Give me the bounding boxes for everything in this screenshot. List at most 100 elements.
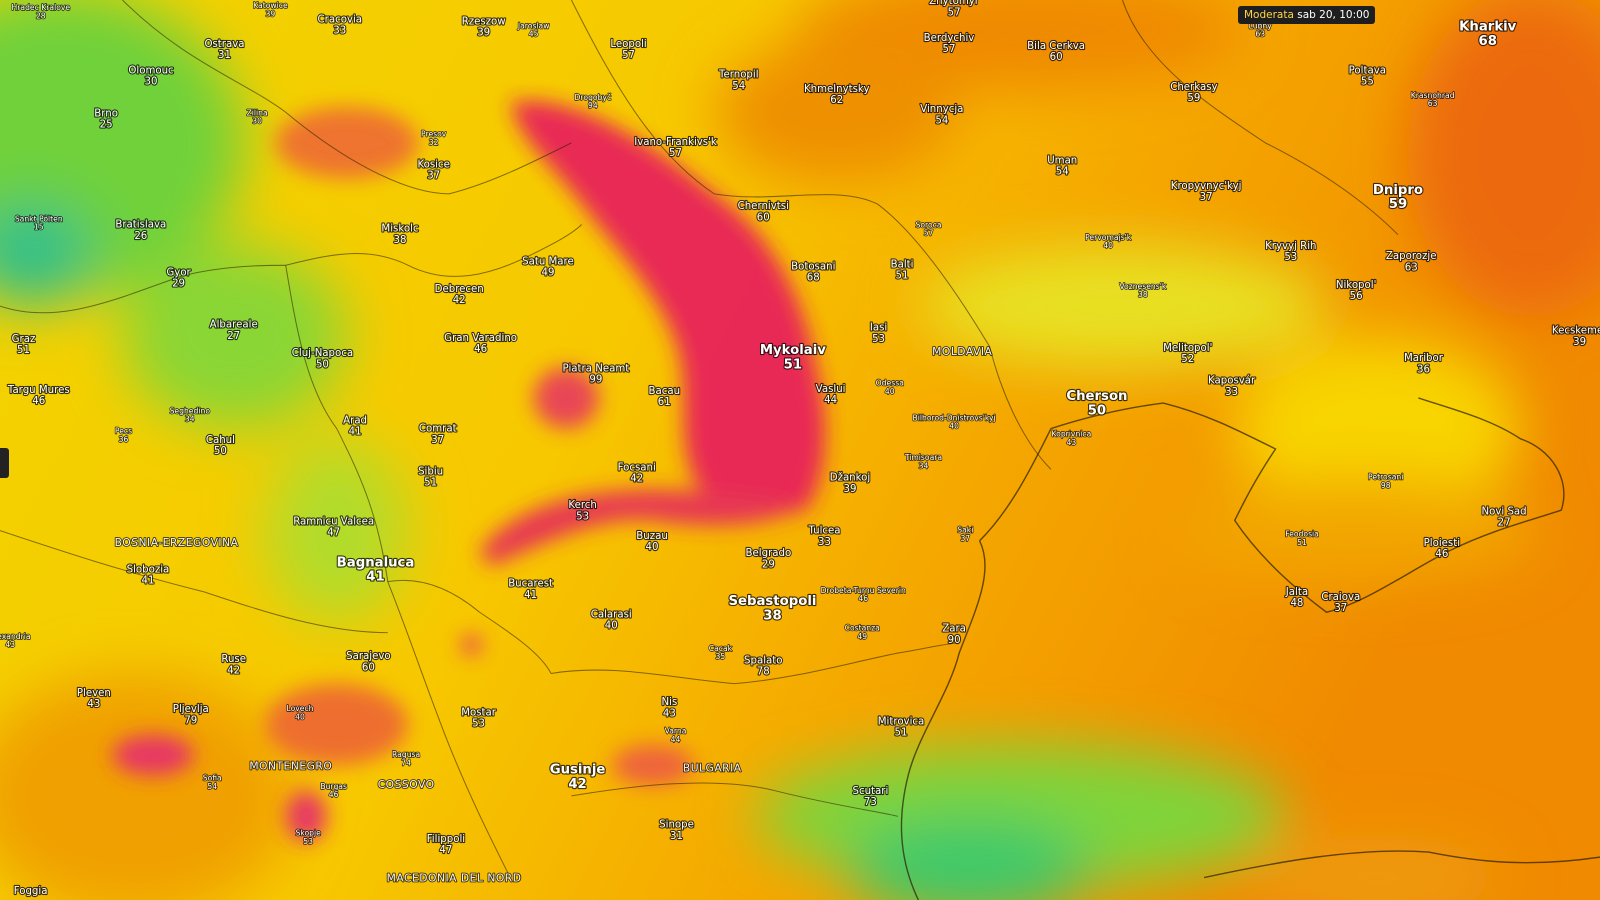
city-name: Albareale xyxy=(210,320,258,331)
city-name: Spalato xyxy=(744,655,782,666)
city-name: Ragusa xyxy=(392,750,420,759)
city-value: 41 xyxy=(524,590,537,601)
city-value: 79 xyxy=(184,715,197,726)
city-name: Drogobyč xyxy=(575,93,612,102)
city-name: Mostar xyxy=(461,707,497,718)
city-name: Cluj-Napoca xyxy=(292,348,353,359)
city-value: 50 xyxy=(1088,403,1106,418)
city-name: Dnipro xyxy=(1373,183,1423,198)
city-name: Sinope xyxy=(659,820,694,831)
city-value: 34 xyxy=(919,461,929,470)
city-name: Nikopol' xyxy=(1336,280,1377,291)
city-name: Bilhorod-Dnistrovs'kyj xyxy=(913,413,996,422)
city-value: 37 xyxy=(427,171,440,182)
city-value: 62 xyxy=(830,95,843,106)
city-name: Timisoara xyxy=(904,453,942,462)
city-name: Sebastopoli xyxy=(728,594,816,609)
city-value: 29 xyxy=(172,279,185,290)
city-name: Miskolc xyxy=(381,224,418,235)
city-value: 31 xyxy=(218,50,231,61)
city-value: 60 xyxy=(757,212,770,223)
city-value: 46 xyxy=(474,344,487,355)
city-name: Bagnaluca xyxy=(337,555,415,570)
city-value: 46 xyxy=(329,790,339,799)
city-value: 54 xyxy=(207,782,217,791)
city-name: Foggia xyxy=(14,886,48,897)
city-value: 55 xyxy=(1361,77,1374,88)
city-value: 37 xyxy=(960,534,970,543)
city-name: Jaroslaw xyxy=(517,22,550,31)
city-name: Cacak xyxy=(709,644,733,653)
city-value: 40 xyxy=(605,621,618,632)
city-name: Ramnicu Valcea xyxy=(293,516,374,527)
city-value: 51 xyxy=(896,271,909,282)
city-value: 37 xyxy=(1334,603,1347,614)
city-name: Lubny xyxy=(1249,22,1273,31)
side-panel-toggle[interactable] xyxy=(0,448,9,478)
city-value: 51 xyxy=(895,728,908,739)
region-label: BOSNIA-ERZEGOVINA xyxy=(115,536,239,549)
city-value: 15 xyxy=(34,223,44,232)
city-name: Cahul xyxy=(206,435,235,446)
city-value: 49 xyxy=(541,268,554,279)
city-value: 35 xyxy=(716,652,726,661)
city-value: 53 xyxy=(303,837,313,846)
city-name: Hradec Kralove xyxy=(12,3,71,12)
city-name: Sibiu xyxy=(418,466,443,477)
city-name: Kerch xyxy=(568,500,596,511)
city-name: Maribor xyxy=(1404,353,1444,364)
city-name: Gran Varadino xyxy=(444,333,517,344)
city-value: 50 xyxy=(316,359,329,370)
city-value: 54 xyxy=(732,81,745,92)
city-name: Bucarest xyxy=(508,579,553,590)
city-name: Bacau xyxy=(649,386,681,397)
tooltip[interactable]: Moderata sab 20, 10:00 xyxy=(1238,6,1376,24)
city-name: Botosani xyxy=(791,261,835,272)
city-name: Slobozia xyxy=(127,564,170,575)
city-value: 52 xyxy=(1181,354,1194,365)
city-value: 90 xyxy=(948,635,961,646)
city-name: Pleven xyxy=(77,688,111,699)
region-label: MACEDONIA DEL NORD xyxy=(387,872,522,885)
city-name: Bratislava xyxy=(115,220,166,231)
region-label: BULGARIA xyxy=(683,761,742,774)
city-value: 38 xyxy=(763,608,781,623)
city-name: Uman xyxy=(1047,155,1077,166)
city-name: Zaporozje xyxy=(1386,251,1437,262)
city-name: Sarajevo xyxy=(346,651,391,662)
city-value: 43 xyxy=(87,699,100,710)
city-name: Ternopil xyxy=(718,70,759,81)
city-name: Calarasi xyxy=(591,609,632,620)
city-value: 57 xyxy=(942,44,955,55)
city-value: 44 xyxy=(824,395,837,406)
city-value: 28 xyxy=(36,11,46,20)
city-name: Vinnycja xyxy=(920,104,963,115)
city-name: Lovech xyxy=(286,704,313,713)
city-value: 51 xyxy=(17,345,30,356)
city-name: Satu Mare xyxy=(522,256,574,267)
city-value: 49 xyxy=(857,632,867,641)
city-name: Jalta xyxy=(1285,587,1308,598)
city-name: Saki xyxy=(957,526,973,535)
city-name: Melitopol' xyxy=(1163,343,1212,354)
city-value: 40 xyxy=(885,387,895,396)
city-name: Kosice xyxy=(417,159,449,170)
city-value: 74 xyxy=(401,758,411,767)
city-name: Ploiesti xyxy=(1424,538,1460,549)
city-name: Presov xyxy=(421,130,447,139)
city-name: Vaslui xyxy=(816,384,846,395)
city-value: 63 xyxy=(1428,99,1438,108)
city-name: Zhytomyr xyxy=(929,0,980,7)
city-value: 37 xyxy=(1200,192,1213,203)
city-name: Berdychiv xyxy=(924,33,975,44)
city-value: 43 xyxy=(5,640,15,649)
city-name: Iasi xyxy=(870,323,887,334)
city-value: 33 xyxy=(333,26,346,37)
city-name: Petrosani xyxy=(1368,473,1403,482)
city-name: Sofia xyxy=(203,774,222,783)
city-name: Scutari xyxy=(853,786,889,797)
city-name: Buzau xyxy=(636,531,668,542)
city-name: Mykolaiv xyxy=(760,343,826,358)
city-value: 34 xyxy=(185,414,195,423)
city-value: 46 xyxy=(32,396,45,407)
